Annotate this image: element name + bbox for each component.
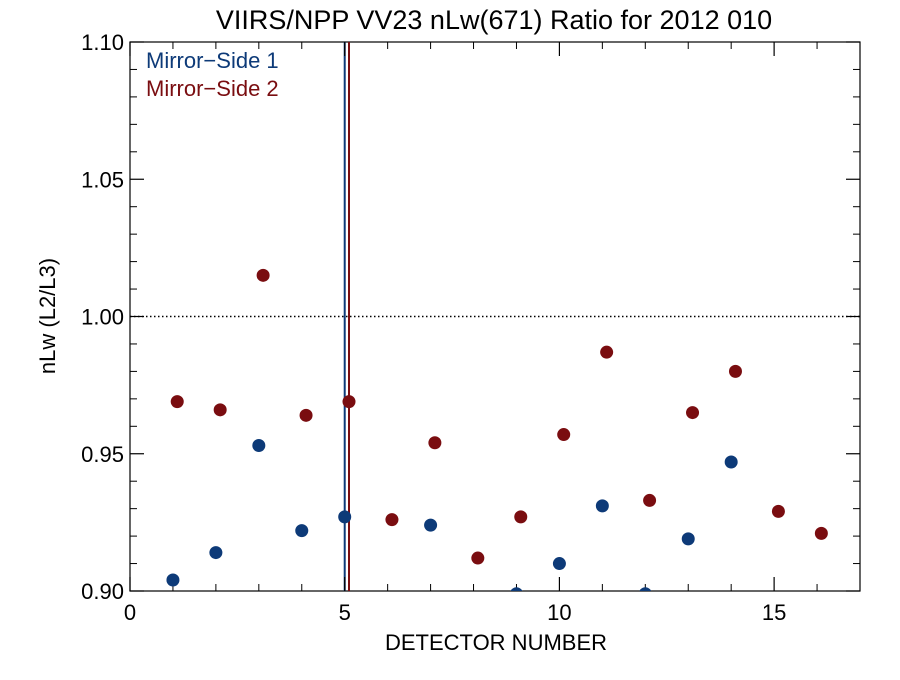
data-point-mirror-side-2 xyxy=(256,268,270,282)
data-point-mirror-side-2 xyxy=(557,428,571,442)
y-tick-label: 0.90 xyxy=(81,579,124,604)
data-point-mirror-side-1 xyxy=(681,532,695,546)
y-tick-label: 0.95 xyxy=(81,442,124,467)
y-tick-label: 1.10 xyxy=(81,30,124,55)
y-axis-label: nLw (L2/L3) xyxy=(35,258,60,374)
data-point-mirror-side-2 xyxy=(728,364,742,378)
x-tick-label: 10 xyxy=(547,600,571,625)
chart-title: VIIRS/NPP VV23 nLw(671) Ratio for 2012 0… xyxy=(216,5,772,35)
data-point-mirror-side-1 xyxy=(209,546,223,560)
data-point-mirror-side-1 xyxy=(252,439,266,453)
x-tick-label: 0 xyxy=(124,600,136,625)
data-point-mirror-side-1 xyxy=(595,499,609,513)
data-point-mirror-side-1 xyxy=(295,524,309,538)
data-point-mirror-side-2 xyxy=(514,510,528,524)
axis-layer: 0.90 0.95 1.00 1.05 1.10 0 5 10 15 xyxy=(81,30,860,625)
data-point-mirror-side-2 xyxy=(686,406,700,420)
data-point-mirror-side-2 xyxy=(213,403,227,417)
data-point-mirror-side-1 xyxy=(424,518,438,532)
data-point-mirror-side-2 xyxy=(385,513,399,527)
points-layer xyxy=(166,268,828,591)
data-point-mirror-side-1 xyxy=(639,587,652,591)
data-point-mirror-side-2 xyxy=(643,493,657,507)
data-point-mirror-side-1 xyxy=(166,573,180,587)
reference-layer xyxy=(130,42,860,591)
y-tick-label: 1.05 xyxy=(81,167,124,192)
legend-entry-mirror-side-2: Mirror−Side 2 xyxy=(146,76,279,101)
data-point-mirror-side-1 xyxy=(724,455,738,469)
y-tick-label: 1.00 xyxy=(81,305,124,330)
data-point-mirror-side-2 xyxy=(428,436,442,450)
data-point-mirror-side-2 xyxy=(342,395,356,409)
data-point-mirror-side-2 xyxy=(814,526,828,540)
legend: Mirror−Side 1 Mirror−Side 2 xyxy=(146,48,279,101)
data-point-mirror-side-2 xyxy=(170,395,184,409)
x-tick-label: 5 xyxy=(339,600,351,625)
data-point-mirror-side-2 xyxy=(600,345,614,359)
data-point-mirror-side-2 xyxy=(471,551,485,565)
data-point-mirror-side-1 xyxy=(552,557,566,571)
data-point-mirror-side-1 xyxy=(338,510,352,524)
x-axis-label: DETECTOR NUMBER xyxy=(385,630,607,655)
data-point-mirror-side-2 xyxy=(771,504,785,518)
data-point-mirror-side-1 xyxy=(510,587,523,591)
data-point-mirror-side-2 xyxy=(299,408,313,422)
legend-entry-mirror-side-1: Mirror−Side 1 xyxy=(146,48,279,73)
x-tick-label: 15 xyxy=(762,600,786,625)
